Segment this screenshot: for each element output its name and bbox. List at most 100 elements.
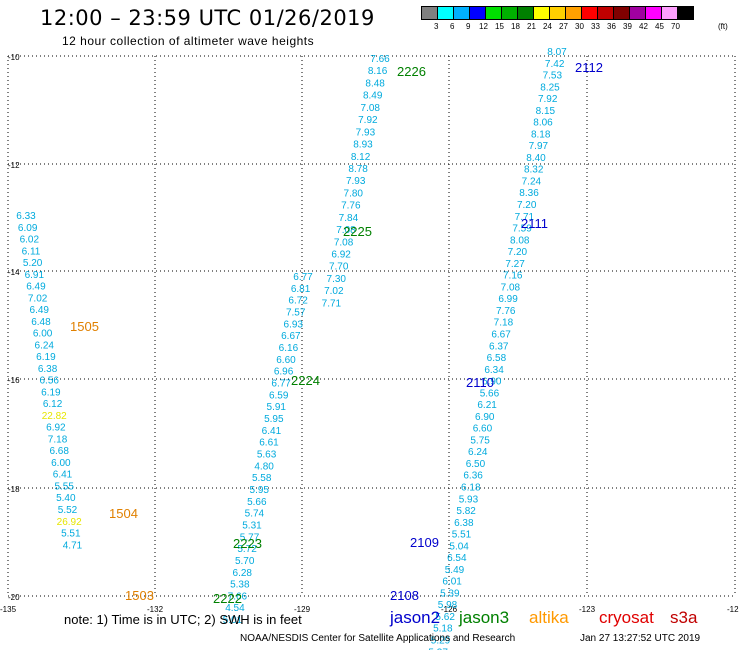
swh-value: 8.08 (510, 235, 530, 246)
swh-value: 6.61 (259, 438, 279, 449)
swh-value: 5.18 (433, 624, 453, 635)
swh-value: 6.24 (35, 340, 55, 351)
swh-value: 6.48 (31, 317, 51, 328)
color-scale-label: 24 (543, 22, 552, 31)
color-scale-label: 9 (466, 22, 471, 31)
footer-timestamp: Jan 27 13:27:52 UTC 2019 (580, 633, 701, 644)
swh-value: 5.82 (456, 506, 476, 517)
color-scale-label: 42 (639, 22, 648, 31)
swh-value: 5.66 (247, 497, 267, 508)
latitude-label: -14 (8, 268, 20, 277)
swh-value: 5.31 (242, 520, 262, 531)
swh-value: 6.21 (477, 400, 497, 411)
swh-value: 5.29 (431, 636, 451, 647)
swh-value: 5.70 (235, 556, 255, 567)
swh-value: 6.41 (262, 426, 282, 437)
swh-value: 6.50 (466, 459, 486, 470)
swh-value: 5.98 (438, 600, 458, 611)
swh-value: 6.92 (46, 423, 66, 434)
color-scale-label: 6 (450, 22, 455, 31)
track-label: 2223 (233, 536, 262, 551)
swh-value: 6.90 (482, 377, 502, 388)
swh-value: 8.49 (363, 91, 383, 102)
swh-value: 7.80 (344, 188, 364, 199)
swh-value: 5.39 (440, 588, 460, 599)
map-title: 12:00 – 23:59 UTC 01/26/2019 (40, 6, 375, 30)
swh-value: 5.66 (480, 388, 500, 399)
swh-value: 6.67 (491, 329, 511, 340)
swh-value: 6.54 (447, 553, 467, 564)
swh-value: 7.92 (358, 115, 378, 126)
color-scale-label: 21 (527, 22, 536, 31)
swh-value: 5.63 (257, 449, 277, 460)
swh-value: 6.37 (489, 341, 509, 352)
swh-value: 6.59 (269, 390, 289, 401)
swh-value: 8.93 (353, 140, 373, 151)
swh-value: 6.77 (293, 272, 313, 283)
swh-value: 7.42 (545, 59, 565, 70)
swh-value: 7.20 (517, 200, 537, 211)
swh-value: 6.81 (291, 284, 311, 295)
swh-value: 4.54 (225, 603, 245, 614)
swh-value: 7.27 (505, 259, 525, 270)
swh-value: 6.01 (442, 577, 462, 588)
swh-value: 6.19 (36, 352, 56, 363)
swh-value: 7.16 (503, 271, 523, 282)
swh-value: 6.09 (18, 223, 38, 234)
swh-value: 6.68 (49, 446, 69, 457)
swh-value: 7.53 (543, 71, 563, 82)
track-label: 2225 (343, 224, 372, 239)
swh-value: 5.77 (240, 532, 260, 543)
swh-value: 5.40 (56, 493, 76, 504)
swh-value: 8.16 (368, 66, 388, 77)
swh-value: 6.96 (274, 367, 294, 378)
swh-value: 7.08 (334, 237, 354, 248)
swh-value: 6.38 (454, 518, 474, 529)
swh-value: 6.60 (473, 424, 493, 435)
color-scale-label: 15 (495, 22, 504, 31)
swh-value: 5.95 (250, 485, 270, 496)
longitude-label: -132 (147, 605, 164, 614)
swh-value: 7.02 (28, 293, 48, 304)
swh-value: 6.92 (331, 250, 351, 261)
swh-value: 5.91 (267, 402, 287, 413)
track-label: 2224 (291, 373, 320, 388)
swh-value: 6.28 (233, 568, 253, 579)
latitude-label: -16 (8, 376, 20, 385)
color-scale-labels: 3 6 9 12 15 18 21 24 27 30 33 36 39 42 45 70 (ft) (421, 22, 740, 36)
swh-value: 7.08 (501, 282, 521, 293)
swh-value: 7.84 (339, 213, 359, 224)
swh-value: 6.38 (38, 364, 58, 375)
swh-value: 7.71 (322, 298, 342, 309)
swh-value: 6.12 (43, 399, 63, 410)
color-scale-label: 18 (511, 22, 520, 31)
swh-value: 6.33 (16, 211, 36, 222)
swh-value: 6.67 (281, 331, 301, 342)
swh-value: 8.40 (526, 153, 546, 164)
swh-value: 8.07 (547, 47, 567, 58)
swh-value: 7.70 (329, 262, 349, 273)
color-scale-label: 70 (671, 22, 680, 31)
swh-value: 7.71 (515, 212, 535, 223)
swh-value: 6.00 (33, 329, 53, 340)
track-label: 1504 (109, 506, 138, 521)
track-labels: 2226 2225 2224 2223 2222 2112 2111 2110 2109 2108… (70, 60, 603, 606)
legend-item: jason2 (390, 608, 441, 627)
swh-value: 4.80 (254, 461, 274, 472)
swh-value: 8.15 (536, 106, 556, 117)
swh-value: 6.19 (41, 387, 61, 398)
swh-value: 7.24 (522, 176, 542, 187)
swh-value: 7.20 (508, 247, 528, 258)
swh-value: 7.59 (512, 224, 532, 235)
swh-value: 6.18 (461, 482, 481, 493)
swh-value: 7.08 (336, 225, 356, 236)
swh-value: 5.38 (230, 580, 250, 591)
track-label: 2226 (397, 64, 426, 79)
swh-value: 8.18 (531, 129, 551, 140)
swh-value: 6.72 (288, 296, 308, 307)
swh-value: 6.56 (40, 376, 60, 387)
swh-value: 5.49 (445, 565, 465, 576)
swh-value: 7.57 (286, 307, 306, 318)
swh-value: 5.62 (435, 612, 455, 623)
color-scale-label: 33 (591, 22, 600, 31)
